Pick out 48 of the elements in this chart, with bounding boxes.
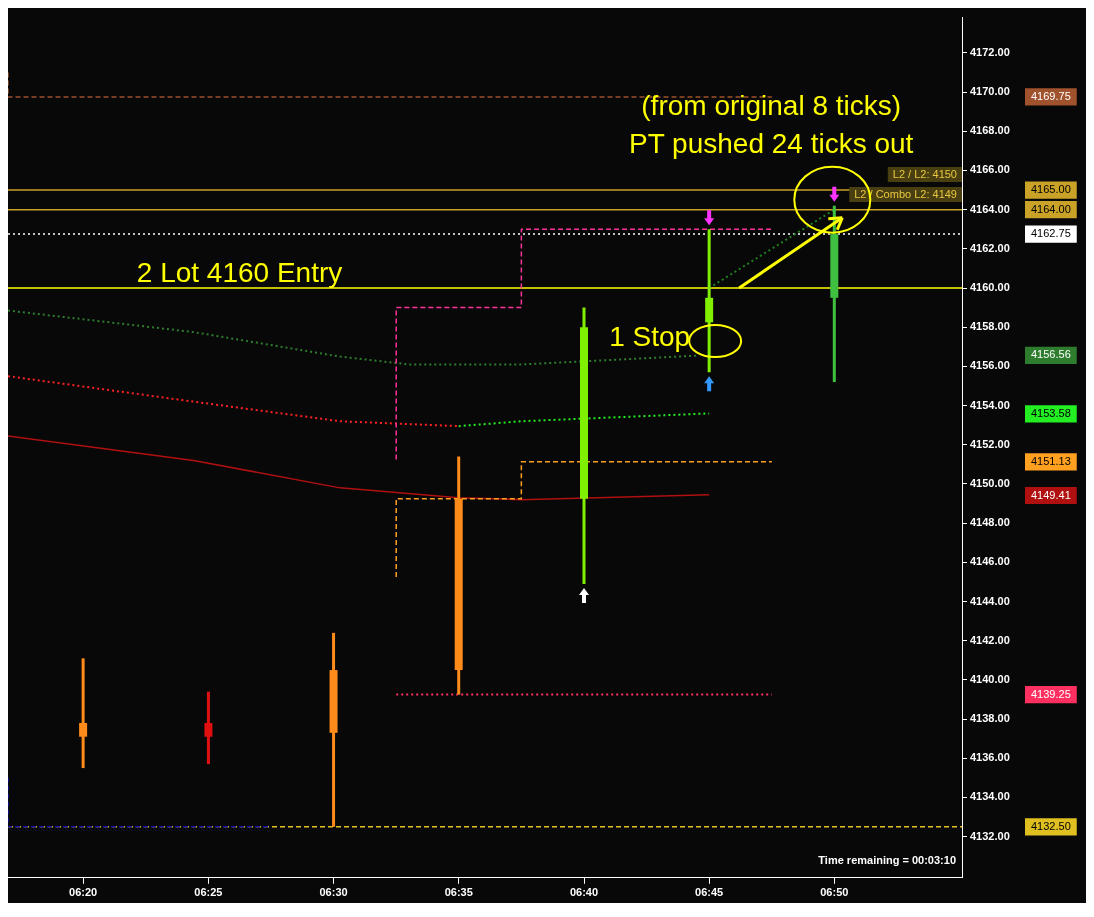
y-tick-label: 4168.00	[970, 124, 1010, 137]
y-tick-label: 4164.00	[970, 202, 1010, 215]
y-tick-label: 4158.00	[970, 320, 1010, 333]
y2-tick-label: 4153.58	[1031, 406, 1071, 419]
annotation: (from original 8 ticks)	[641, 90, 902, 121]
y2-tick-label: 4165.00	[1031, 183, 1071, 196]
annotation: 1 Stop	[609, 321, 691, 352]
line-series	[8, 375, 460, 428]
y-tick-label: 4162.00	[970, 241, 1010, 254]
y-tick-label: 4148.00	[970, 516, 1010, 529]
candlestick	[204, 691, 213, 766]
y2-tick-label: 4132.50	[1031, 819, 1071, 832]
line-series	[8, 309, 698, 366]
y-tick-label: 4144.00	[970, 594, 1010, 607]
y2-tick-label: 4164.00	[1031, 202, 1071, 215]
y-tick-label: 4152.00	[970, 437, 1010, 450]
x-tick-label: 06:45	[695, 886, 724, 899]
x-tick-label: 06:25	[194, 886, 223, 899]
y2-tick-label: 4151.13	[1031, 454, 1071, 467]
y-tick-label: 4156.00	[970, 359, 1010, 372]
annotation: PT pushed 24 ticks out	[629, 128, 914, 159]
y2-tick-label: 4169.75	[1031, 89, 1071, 102]
y-tick-label: 4140.00	[970, 672, 1010, 685]
y-tick-label: 4154.00	[970, 398, 1010, 411]
y2-tick-label: 4156.56	[1031, 348, 1071, 361]
annotation: 2 Lot 4160 Entry	[136, 257, 343, 288]
y2-tick-label: 4149.41	[1031, 488, 1071, 501]
x-tick-label: 06:50	[820, 886, 849, 899]
y-tick-label: 4138.00	[970, 712, 1010, 725]
x-tick-label: 06:35	[444, 886, 473, 899]
y-tick-label: 4150.00	[970, 476, 1010, 489]
y-tick-label: 4142.00	[970, 633, 1010, 646]
y-tick-label: 4166.00	[970, 163, 1010, 176]
y-tick-label: 4172.00	[970, 45, 1010, 58]
y2-tick-label: 4139.25	[1031, 687, 1071, 700]
x-tick-label: 06:40	[569, 886, 599, 899]
x-tick-label: 06:20	[69, 886, 98, 899]
annotation: Time remaining = 00:03:10	[818, 853, 956, 866]
x-tick-label: 06:30	[319, 886, 348, 899]
y-tick-label: 4132.00	[970, 829, 1010, 842]
y-tick-label: 4146.00	[970, 555, 1010, 568]
y-tick-label: 4170.00	[970, 85, 1010, 98]
y-tick-label: 4160.00	[970, 281, 1010, 294]
annotation: L2 / L2: 4150	[892, 168, 957, 180]
y-tick-label: 4136.00	[970, 751, 1010, 764]
y-tick-label: 4134.00	[970, 790, 1010, 803]
candlestick	[79, 658, 88, 770]
y2-tick-label: 4162.75	[1031, 227, 1071, 240]
